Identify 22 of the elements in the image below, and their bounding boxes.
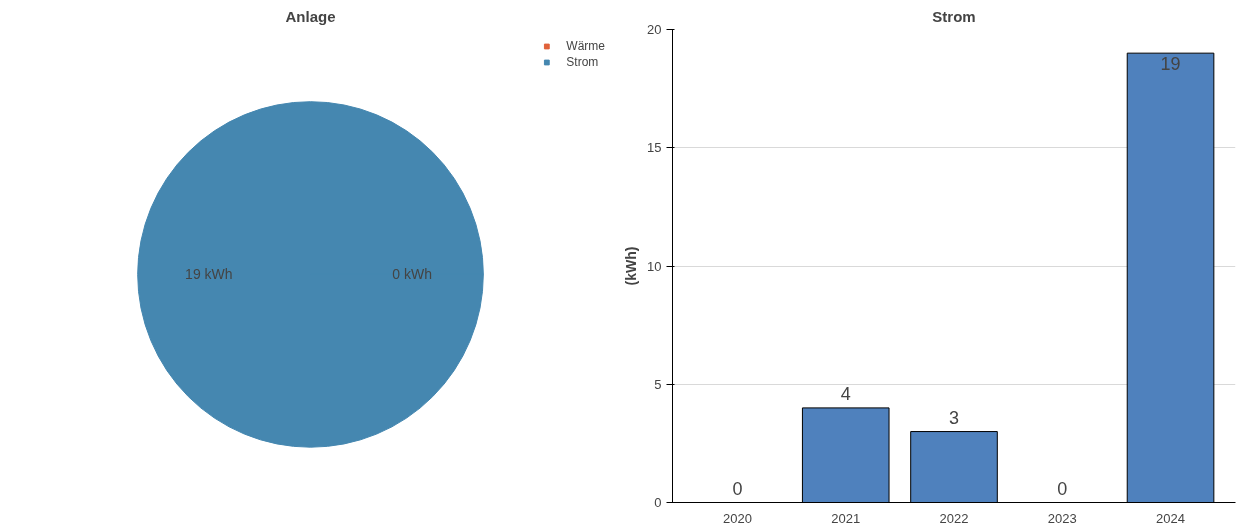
data-label: 3 [948,407,960,428]
data-label: 19 [1160,54,1181,75]
y-tick-label: 15 [647,140,662,156]
text: 0 kWh [392,266,433,283]
y-tick-label: 10 [647,258,662,274]
data-label: 4 [840,383,851,404]
x-tick-label: 2022 [939,510,969,526]
x-tick-label: 2021 [831,510,861,526]
x-tick-label: 2024 [1156,510,1185,526]
chart-title: Strom [932,7,976,25]
data-label: 0 [1057,478,1068,499]
y-tick-label: 20 [647,22,662,37]
x-tick-label: 2020 [723,510,752,526]
legend-label: Wärme [566,39,605,53]
legend-label: Strom [566,55,599,69]
data-label: 19 kWh [185,266,233,283]
chart-title: Anlage [285,7,336,25]
y-tick-label: 5 [654,376,662,392]
y-tick-label: 0 [654,495,662,510]
x-tick-label: 2023 [1047,510,1077,526]
y-axis-title: (kWh) [623,246,640,286]
data-label: 0 [732,478,743,499]
